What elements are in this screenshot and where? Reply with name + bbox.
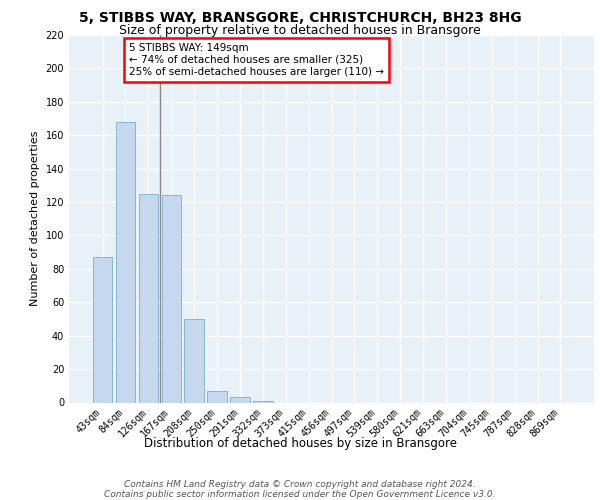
Text: Distribution of detached houses by size in Bransgore: Distribution of detached houses by size … bbox=[143, 438, 457, 450]
Bar bbox=[161, 196, 181, 402]
Bar bbox=[184, 319, 204, 402]
Text: Size of property relative to detached houses in Bransgore: Size of property relative to detached ho… bbox=[119, 24, 481, 37]
Text: 5, STIBBS WAY, BRANSGORE, CHRISTCHURCH, BH23 8HG: 5, STIBBS WAY, BRANSGORE, CHRISTCHURCH, … bbox=[79, 11, 521, 25]
Bar bbox=[208, 391, 227, 402]
Bar bbox=[253, 401, 272, 402]
Text: 5 STIBBS WAY: 149sqm
← 74% of detached houses are smaller (325)
25% of semi-deta: 5 STIBBS WAY: 149sqm ← 74% of detached h… bbox=[129, 44, 384, 76]
Y-axis label: Number of detached properties: Number of detached properties bbox=[30, 131, 40, 306]
Bar bbox=[93, 257, 112, 402]
Bar bbox=[116, 122, 135, 402]
Bar bbox=[230, 398, 250, 402]
Text: Contains HM Land Registry data © Crown copyright and database right 2024.
Contai: Contains HM Land Registry data © Crown c… bbox=[104, 480, 496, 499]
Bar bbox=[139, 194, 158, 402]
